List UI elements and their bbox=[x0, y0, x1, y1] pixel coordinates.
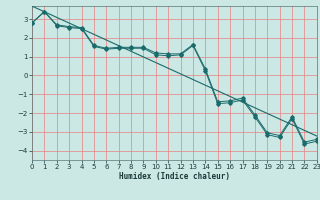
X-axis label: Humidex (Indice chaleur): Humidex (Indice chaleur) bbox=[119, 172, 230, 181]
